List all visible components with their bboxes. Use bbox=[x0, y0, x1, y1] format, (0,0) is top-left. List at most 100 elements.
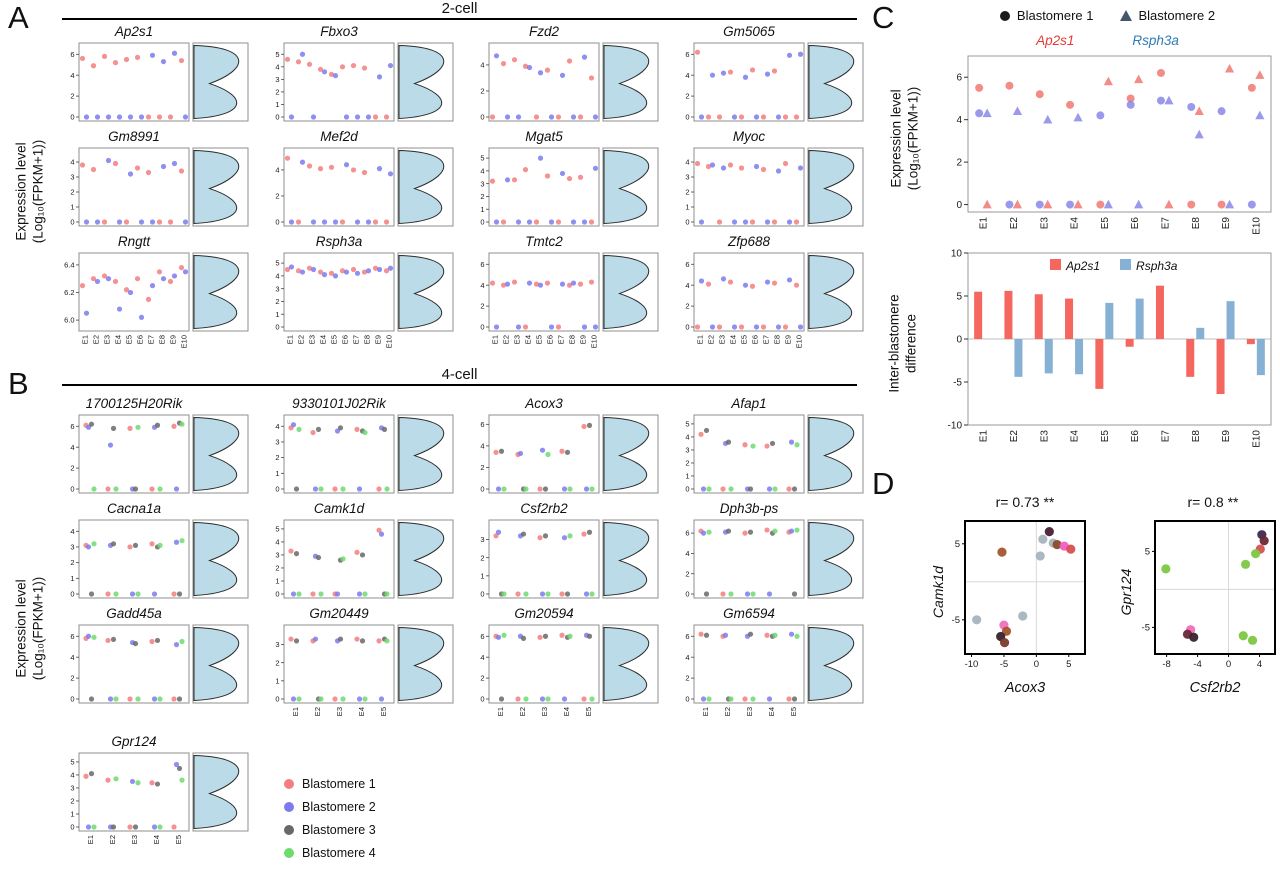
svg-text:E10: E10 bbox=[384, 335, 393, 348]
gene-title: Zfp688 bbox=[727, 234, 771, 249]
svg-text:4: 4 bbox=[70, 158, 74, 167]
svg-text:1: 1 bbox=[70, 810, 74, 819]
svg-text:2: 2 bbox=[480, 553, 484, 562]
panel-b-legend: Blastomere 1 Blastomere 2 Blastomere 3 B… bbox=[284, 772, 376, 864]
svg-text:E2: E2 bbox=[313, 707, 322, 716]
svg-text:0: 0 bbox=[685, 323, 689, 332]
density-shape bbox=[193, 626, 239, 702]
panel-c-legend: Blastomere 1 Blastomere 2 bbox=[940, 8, 1275, 23]
svg-text:3: 3 bbox=[275, 640, 279, 649]
svg-text:E2: E2 bbox=[518, 707, 527, 716]
panel-a-grid: Ap2s1 0 2 4 6 Fbxo3 0 1 2 3 4 5 Fzd2 0 2 4 Gm5065 0 2 4 6 Gm8… bbox=[52, 24, 872, 362]
mini-chart: 0 1 2 3 4 bbox=[275, 414, 454, 494]
density-shape bbox=[193, 521, 239, 597]
svg-text:E6: E6 bbox=[750, 335, 759, 344]
svg-text:E3: E3 bbox=[512, 335, 521, 344]
svg-text:6: 6 bbox=[685, 632, 689, 641]
rsph3a-swatch-icon bbox=[1120, 259, 1132, 270]
svg-text:2: 2 bbox=[70, 674, 74, 683]
y-axis: 0 1 2 3 4 5 bbox=[275, 525, 284, 599]
panel-c-bars-legend: Ap2s1 Rsph3a bbox=[1050, 259, 1177, 273]
svg-text:E5: E5 bbox=[329, 335, 338, 344]
svg-text:E2: E2 bbox=[296, 335, 305, 344]
legend-label: Rsph3a bbox=[1136, 259, 1178, 273]
y-axis: 0 2 4 bbox=[275, 166, 284, 227]
svg-text:4: 4 bbox=[70, 443, 74, 452]
points bbox=[698, 527, 800, 597]
density-shape bbox=[808, 149, 854, 225]
svg-text:E10: E10 bbox=[1251, 217, 1262, 235]
svg-text:E9: E9 bbox=[1221, 217, 1232, 230]
svg-text:0: 0 bbox=[480, 695, 484, 704]
svg-text:E7: E7 bbox=[1160, 217, 1171, 230]
svg-text:4: 4 bbox=[685, 158, 689, 167]
svg-text:4: 4 bbox=[480, 441, 484, 450]
svg-text:0: 0 bbox=[956, 200, 962, 211]
gene-title: Ap2s1 bbox=[114, 24, 154, 39]
gene-title: Cacna1a bbox=[106, 501, 162, 516]
plot-Gadd45a: Gadd45a 0 2 4 6 bbox=[52, 606, 257, 734]
mini-chart: 0 1 2 3 4 5 E1 E2 E3 E4 E5 E6 E7 E8 E9 E10 bbox=[275, 252, 454, 348]
density-shape bbox=[398, 254, 444, 330]
svg-text:E4: E4 bbox=[318, 335, 327, 344]
svg-text:5: 5 bbox=[1145, 547, 1150, 558]
blastomere2-dot-icon bbox=[284, 801, 294, 812]
svg-text:6: 6 bbox=[685, 260, 689, 269]
svg-text:E4: E4 bbox=[1070, 217, 1081, 230]
svg-text:E1: E1 bbox=[979, 217, 990, 230]
points bbox=[698, 427, 800, 492]
gene-title: Csf2rb2 bbox=[520, 501, 568, 516]
svg-text:E1: E1 bbox=[80, 335, 89, 344]
svg-text:2: 2 bbox=[480, 192, 484, 201]
y-axis: 0 1 2 3 4 bbox=[685, 158, 694, 227]
svg-text:E2: E2 bbox=[91, 335, 100, 344]
svg-text:-8: -8 bbox=[1162, 659, 1170, 670]
legend-label: Blastomere 2 bbox=[302, 799, 376, 814]
mini-chart: 0 1 2 3 4 5 bbox=[480, 147, 659, 227]
plot-frame bbox=[488, 147, 600, 227]
svg-text:1: 1 bbox=[275, 310, 279, 319]
plot-frame bbox=[1154, 520, 1276, 655]
ap2s1-swatch-icon bbox=[1050, 259, 1061, 270]
mini-chart: 0 2 4 6 bbox=[685, 42, 864, 122]
svg-text:4: 4 bbox=[70, 527, 74, 536]
svg-text:E7: E7 bbox=[556, 335, 565, 344]
svg-text:E5: E5 bbox=[1100, 217, 1111, 230]
plot-frame bbox=[78, 42, 190, 122]
points bbox=[79, 157, 189, 225]
svg-text:0: 0 bbox=[685, 590, 689, 599]
plot-Afap1: Afap1 0 1 2 3 4 5 bbox=[667, 396, 872, 496]
svg-text:1: 1 bbox=[275, 676, 279, 685]
svg-text:2: 2 bbox=[480, 674, 484, 683]
svg-text:2: 2 bbox=[275, 192, 279, 201]
svg-text:0: 0 bbox=[480, 218, 484, 227]
y-axis: 0 1 2 3 4 5 bbox=[70, 758, 79, 832]
svg-text:1: 1 bbox=[70, 574, 74, 583]
y-axis: 0 2 4 6 bbox=[685, 632, 694, 704]
svg-text:E5: E5 bbox=[739, 335, 748, 344]
points bbox=[79, 265, 189, 320]
gene-title: Fzd2 bbox=[528, 24, 559, 39]
svg-text:0: 0 bbox=[480, 113, 484, 122]
plot-Gm6594: Gm6594 0 2 4 6 E1 E2 E3 E4 E5 bbox=[667, 606, 872, 734]
svg-text:E2: E2 bbox=[723, 707, 732, 716]
svg-text:3: 3 bbox=[685, 446, 689, 455]
blastomere3-dot-icon bbox=[284, 824, 294, 835]
svg-text:0: 0 bbox=[1226, 659, 1231, 670]
svg-text:6: 6 bbox=[685, 529, 689, 538]
legend-item: Blastomere 3 bbox=[284, 818, 376, 841]
gene-title: Gm8991 bbox=[108, 129, 160, 144]
svg-text:1: 1 bbox=[480, 205, 484, 214]
plot-frame bbox=[964, 520, 1086, 655]
triangle-icon bbox=[1119, 10, 1132, 21]
points bbox=[694, 276, 804, 330]
panel-c-scatter-y-axis-label: Expression level (Log₁₀(FPKM+1)) bbox=[889, 39, 922, 239]
y-axis: 0 2 4 6 bbox=[70, 632, 79, 704]
svg-text:-10: -10 bbox=[965, 659, 979, 670]
plot-Mgat5: Mgat5 0 1 2 3 4 5 bbox=[462, 129, 667, 229]
svg-text:E7: E7 bbox=[146, 335, 155, 344]
y-axis: 0 1 2 3 4 bbox=[70, 158, 79, 227]
plot-Mef2d: Mef2d 0 2 4 bbox=[257, 129, 462, 229]
svg-text:6: 6 bbox=[70, 422, 74, 431]
